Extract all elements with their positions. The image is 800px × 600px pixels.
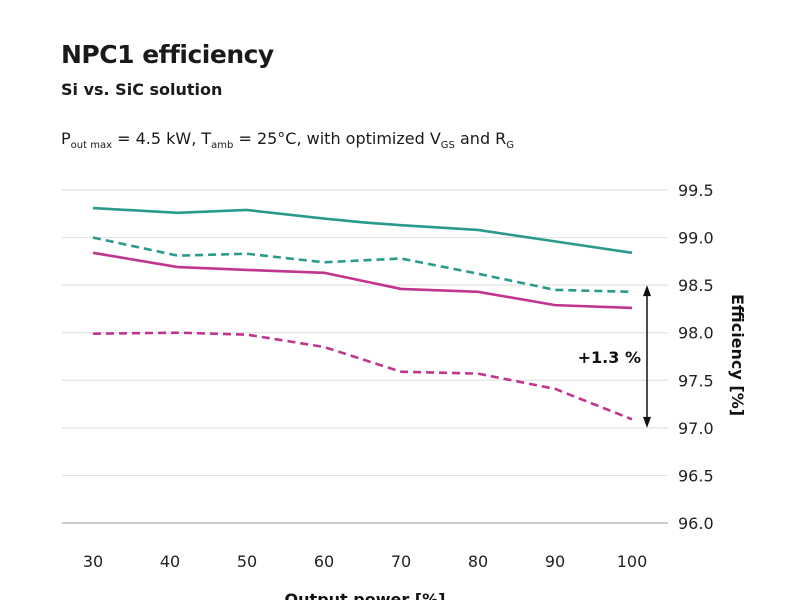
- conditions-text: Pout max = 4.5 kW, Tamb = 25°C, with opt…: [61, 129, 515, 152]
- x-tick-label: 30: [83, 552, 103, 571]
- series-line-0: [92, 206, 633, 255]
- x-tick-label: 90: [545, 552, 565, 571]
- y-tick-label: 98.0: [678, 324, 714, 343]
- annotation-label: +1.3 %: [578, 348, 641, 367]
- series-line-3: [92, 331, 633, 421]
- x-tick-label: 100: [617, 552, 648, 571]
- x-tick-label: 80: [468, 552, 488, 571]
- y-tick-label: 99.0: [678, 229, 714, 248]
- y-tick-label: 96.0: [678, 514, 714, 533]
- chart-title: NPC1 efficiency: [61, 40, 274, 69]
- y-tick-label: 97.5: [678, 371, 714, 390]
- x-tick-label: 40: [160, 552, 180, 571]
- chart-subtitle: Si vs. SiC solution: [61, 80, 223, 99]
- arrow-head-up: [643, 285, 651, 297]
- y-axis-label: Efficiency [%]: [728, 294, 747, 416]
- y-tick-label: 96.5: [678, 466, 714, 485]
- y-tick-label: 99.5: [678, 181, 714, 200]
- series-line-2: [92, 251, 633, 310]
- y-tick-label: 98.5: [678, 276, 714, 295]
- y-tick-label: 97.0: [678, 419, 714, 438]
- x-axis-label: Output power [%]: [285, 590, 446, 600]
- x-tick-label: 50: [237, 552, 257, 571]
- arrow-head-down: [643, 416, 651, 428]
- x-tick-label: 60: [314, 552, 334, 571]
- x-tick-label: 70: [391, 552, 411, 571]
- series-line-1: [92, 236, 633, 294]
